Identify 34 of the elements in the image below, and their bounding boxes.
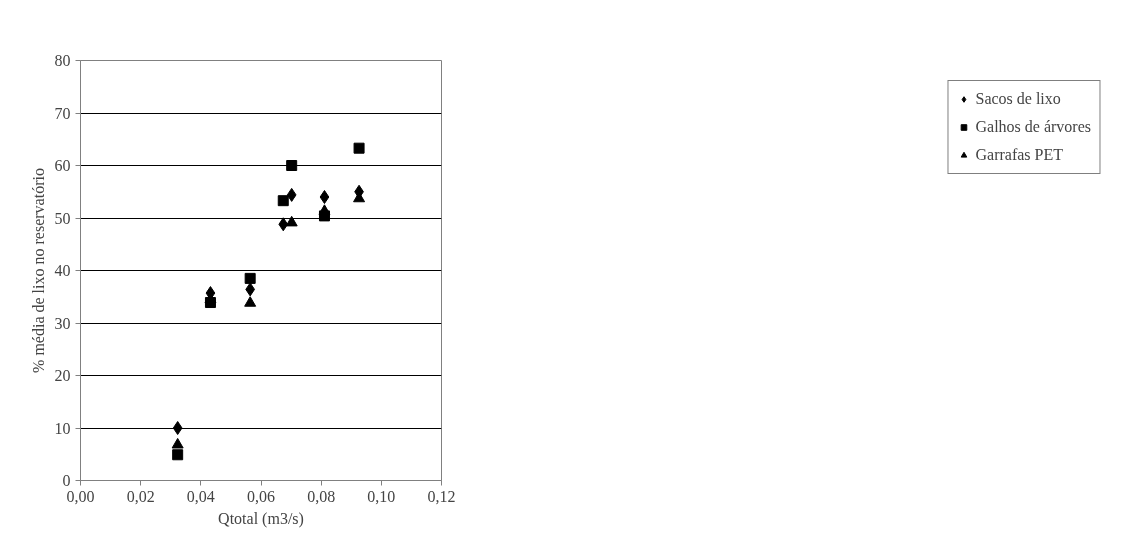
point: [172, 421, 183, 435]
point: [353, 142, 365, 154]
legend-label: Galhos de árvores: [975, 118, 1091, 136]
y-axis-title: % média de lixo no reservatório: [29, 168, 47, 373]
point: [277, 195, 289, 207]
point: [286, 160, 298, 171]
x-tick-label: 0,04: [186, 487, 215, 505]
y-tick-label: 60: [54, 157, 71, 174]
y-tick-label: 0: [62, 472, 71, 489]
point: [244, 296, 257, 307]
y-tick-label: 10: [54, 419, 71, 437]
point: [286, 187, 297, 202]
y-tick-label: 70: [54, 104, 71, 122]
x-tick-label: 0,02: [126, 487, 155, 505]
x-axis-title: Qtotal (m3/s): [218, 509, 304, 528]
x-tick-label: 0,10: [367, 487, 396, 505]
point: [285, 215, 298, 227]
x-tick-label: 0,08: [307, 487, 336, 505]
point: [171, 437, 184, 449]
y-tick-label: 20: [54, 367, 71, 384]
x-tick-label: 0,00: [66, 487, 95, 505]
y-tick-label: 50: [54, 209, 71, 227]
y-tick-label: 30: [54, 314, 71, 332]
x-tick-label: 0,12: [427, 487, 456, 505]
y-tick-label: 40: [54, 262, 71, 279]
point: [244, 272, 256, 284]
y-tick-label: 80: [54, 52, 71, 69]
point: [319, 190, 330, 204]
x-tick-label: 0,06: [247, 487, 275, 505]
point: [278, 217, 289, 232]
point: [172, 449, 184, 461]
point: [318, 204, 331, 215]
legend-label: Garrafas PET: [975, 146, 1063, 164]
legend-label: Sacos de lixo: [975, 90, 1061, 108]
